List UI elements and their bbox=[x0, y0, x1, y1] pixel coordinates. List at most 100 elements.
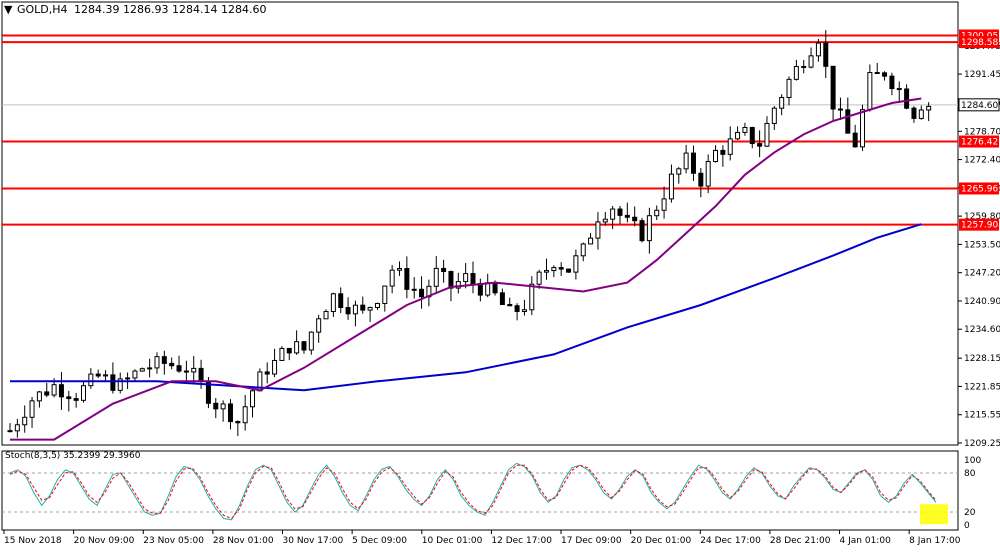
candle-body bbox=[485, 282, 491, 296]
y-tick-label: 1215.55 bbox=[964, 411, 1000, 421]
stochastic-lines bbox=[2, 462, 958, 525]
candle-body bbox=[536, 271, 542, 285]
candle-body bbox=[698, 172, 704, 187]
candle-body bbox=[771, 107, 777, 124]
level-tag bbox=[959, 182, 999, 195]
candles bbox=[7, 30, 932, 438]
candle-body bbox=[191, 367, 197, 373]
candle-body bbox=[58, 384, 64, 398]
candle-body bbox=[103, 374, 109, 377]
candle-body bbox=[815, 42, 821, 57]
candle-body bbox=[360, 304, 366, 311]
candle-body bbox=[595, 221, 601, 239]
labels: 1300.051298.581276.421265.961257.901284.… bbox=[958, 29, 1000, 231]
candle-body bbox=[573, 255, 579, 273]
x-tick-label: 20 Dec 01:00 bbox=[631, 536, 692, 546]
candle-body bbox=[860, 109, 866, 148]
stoch-y-tick-label: 80 bbox=[964, 469, 976, 479]
candle-body bbox=[73, 398, 79, 401]
x-tick-label: 10 Dec 01:00 bbox=[422, 536, 483, 546]
candle-body bbox=[132, 370, 138, 379]
candle-body bbox=[397, 268, 403, 271]
candle-body bbox=[690, 152, 696, 174]
y-tick-label: 1247.20 bbox=[964, 269, 1000, 279]
current-price-tag bbox=[958, 98, 1000, 112]
candle-body bbox=[727, 138, 733, 155]
candle-body bbox=[308, 331, 314, 351]
candle-body bbox=[757, 143, 763, 147]
candle-body bbox=[161, 356, 167, 364]
candle-body bbox=[183, 370, 189, 373]
candle-body bbox=[580, 243, 586, 257]
candle-body bbox=[889, 75, 895, 90]
candle-body bbox=[404, 268, 410, 290]
candle-body bbox=[668, 173, 674, 200]
candle-body bbox=[51, 384, 57, 396]
candle-body bbox=[830, 65, 836, 110]
candle-body bbox=[448, 271, 454, 289]
candle-body bbox=[250, 390, 256, 408]
level-tag-label: 1265.96 bbox=[961, 184, 998, 194]
candle-body bbox=[808, 55, 814, 68]
levels bbox=[2, 34, 958, 226]
candle-body bbox=[198, 367, 204, 382]
candle-body bbox=[543, 270, 549, 273]
moving-averages bbox=[10, 97, 922, 441]
candle-body bbox=[411, 288, 417, 291]
candle-body bbox=[455, 281, 461, 289]
dropdown-icon[interactable]: ▼ bbox=[4, 3, 13, 16]
candle-body bbox=[374, 303, 380, 309]
level-tag bbox=[959, 29, 999, 42]
candle-body bbox=[176, 365, 182, 372]
stoch-y-tick-label: 100 bbox=[964, 456, 981, 466]
candle-body bbox=[904, 88, 910, 109]
candle-body bbox=[330, 293, 336, 313]
candle-body bbox=[749, 126, 755, 145]
candle-body bbox=[683, 152, 689, 170]
x-tick-label: 15 Nov 2018 bbox=[4, 536, 62, 546]
x-tick-label: 4 Jan 01:00 bbox=[840, 536, 892, 546]
candle-body bbox=[125, 377, 131, 380]
candle-body bbox=[654, 209, 660, 217]
level-tag bbox=[959, 36, 999, 49]
candle-body bbox=[110, 374, 116, 391]
candle-body bbox=[918, 109, 924, 119]
x-tick-label: 28 Nov 01:00 bbox=[213, 536, 274, 546]
candle-body bbox=[95, 373, 101, 377]
candle-body bbox=[14, 424, 20, 432]
candle-body bbox=[514, 305, 520, 312]
y-tick-label: 1209.25 bbox=[964, 439, 1000, 449]
y-tick-label: 1240.90 bbox=[964, 297, 1000, 307]
candle-body bbox=[169, 362, 175, 367]
level-tag-label: 1276.42 bbox=[961, 138, 998, 148]
candle-body bbox=[242, 406, 248, 424]
candle-body bbox=[793, 65, 799, 80]
candle-body bbox=[264, 371, 270, 375]
candle-body bbox=[720, 149, 726, 155]
candle-body bbox=[463, 273, 469, 283]
stoch-highlight-line bbox=[911, 473, 937, 503]
x-tick-label: 12 Dec 17:00 bbox=[491, 536, 552, 546]
candle-body bbox=[845, 109, 851, 134]
candle-body bbox=[154, 356, 160, 369]
level-tag bbox=[959, 135, 999, 148]
candle-body bbox=[147, 367, 153, 370]
candle-body bbox=[117, 378, 123, 391]
candle-body bbox=[220, 403, 226, 410]
candle-body bbox=[926, 105, 932, 111]
candle-body bbox=[235, 421, 241, 424]
y-tick-label: 1253.50 bbox=[964, 240, 1000, 250]
candle-body bbox=[852, 132, 858, 148]
candle-body bbox=[764, 122, 770, 147]
candle-body bbox=[713, 149, 719, 162]
candle-body bbox=[507, 303, 513, 307]
current-price-label: 1284.60 bbox=[961, 101, 998, 111]
candle-body bbox=[389, 269, 395, 287]
candle-body bbox=[911, 107, 917, 119]
stoch-y-tick-label: 20 bbox=[964, 508, 976, 518]
candle-body bbox=[316, 318, 322, 333]
candle-body bbox=[7, 430, 13, 433]
